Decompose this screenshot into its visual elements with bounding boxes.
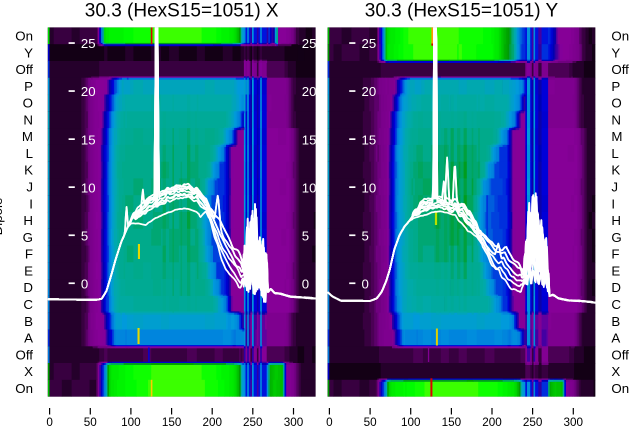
- svg-text:O: O: [611, 96, 621, 111]
- svg-text:Off: Off: [16, 347, 34, 362]
- svg-text:250: 250: [243, 416, 263, 429]
- svg-text:250: 250: [523, 416, 543, 429]
- svg-text:15: 15: [81, 132, 96, 147]
- svg-text:M: M: [611, 129, 622, 144]
- svg-text:30.3 (HexS15=1051) Y: 30.3 (HexS15=1051) Y: [365, 1, 559, 22]
- svg-text:C: C: [611, 297, 621, 312]
- svg-text:H: H: [23, 213, 33, 228]
- svg-text:5: 5: [81, 228, 88, 243]
- svg-text:5: 5: [362, 228, 369, 243]
- svg-text:D: D: [23, 280, 33, 295]
- svg-text:50: 50: [364, 416, 378, 429]
- svg-text:150: 150: [162, 416, 182, 429]
- svg-text:A: A: [611, 331, 620, 346]
- svg-text:I: I: [29, 196, 33, 211]
- svg-text:H: H: [611, 213, 621, 228]
- svg-text:E: E: [24, 263, 33, 278]
- svg-text:100: 100: [121, 416, 141, 429]
- svg-text:15: 15: [302, 132, 317, 147]
- svg-text:G: G: [23, 230, 33, 245]
- svg-text:20: 20: [362, 84, 377, 99]
- svg-text:P: P: [611, 79, 620, 94]
- svg-text:10: 10: [81, 180, 96, 195]
- svg-text:J: J: [26, 180, 33, 195]
- svg-text:150: 150: [442, 416, 462, 429]
- svg-text:P: P: [24, 79, 33, 94]
- svg-text:L: L: [611, 146, 618, 161]
- svg-text:300: 300: [284, 416, 304, 429]
- svg-text:F: F: [25, 247, 33, 262]
- svg-text:I: I: [611, 196, 615, 211]
- svg-text:20: 20: [302, 84, 317, 99]
- svg-text:X: X: [24, 364, 33, 379]
- svg-text:F: F: [611, 247, 619, 262]
- svg-text:K: K: [24, 163, 33, 178]
- svg-text:K: K: [611, 163, 620, 178]
- svg-text:Off: Off: [16, 62, 34, 77]
- svg-text:D: D: [611, 280, 621, 295]
- svg-text:200: 200: [202, 416, 222, 429]
- svg-text:E: E: [611, 263, 620, 278]
- svg-text:100: 100: [401, 416, 421, 429]
- svg-text:0: 0: [362, 276, 369, 291]
- svg-text:25: 25: [362, 36, 377, 51]
- svg-text:25: 25: [81, 36, 96, 51]
- svg-text:0: 0: [302, 276, 309, 291]
- svg-text:On: On: [611, 29, 629, 44]
- svg-text:Off: Off: [611, 62, 629, 77]
- svg-text:Dipole: Dipole: [0, 198, 5, 236]
- svg-text:On: On: [15, 29, 33, 44]
- svg-text:On: On: [15, 381, 33, 396]
- svg-text:200: 200: [482, 416, 502, 429]
- svg-text:N: N: [611, 112, 621, 127]
- svg-text:O: O: [23, 96, 33, 111]
- svg-text:10: 10: [362, 180, 377, 195]
- svg-text:N: N: [23, 112, 33, 127]
- svg-text:50: 50: [84, 416, 98, 429]
- svg-text:B: B: [611, 314, 620, 329]
- svg-text:A: A: [24, 331, 33, 346]
- svg-text:X: X: [611, 364, 620, 379]
- svg-text:G: G: [611, 230, 621, 245]
- svg-text:Y: Y: [611, 45, 620, 60]
- svg-text:B: B: [24, 314, 33, 329]
- svg-text:15: 15: [362, 132, 377, 147]
- svg-text:L: L: [26, 146, 33, 161]
- svg-text:300: 300: [564, 416, 584, 429]
- svg-text:5: 5: [302, 228, 309, 243]
- svg-text:30.3 (HexS15=1051) X: 30.3 (HexS15=1051) X: [85, 1, 279, 22]
- svg-text:25: 25: [302, 36, 317, 51]
- svg-text:Off: Off: [611, 347, 629, 362]
- svg-text:0: 0: [81, 276, 88, 291]
- svg-text:J: J: [611, 180, 618, 195]
- svg-text:On: On: [611, 381, 629, 396]
- svg-text:0: 0: [326, 416, 333, 429]
- svg-text:0: 0: [46, 416, 53, 429]
- svg-text:Y: Y: [24, 45, 33, 60]
- svg-text:10: 10: [302, 180, 317, 195]
- svg-text:C: C: [23, 297, 33, 312]
- svg-text:M: M: [22, 129, 33, 144]
- svg-text:20: 20: [81, 84, 96, 99]
